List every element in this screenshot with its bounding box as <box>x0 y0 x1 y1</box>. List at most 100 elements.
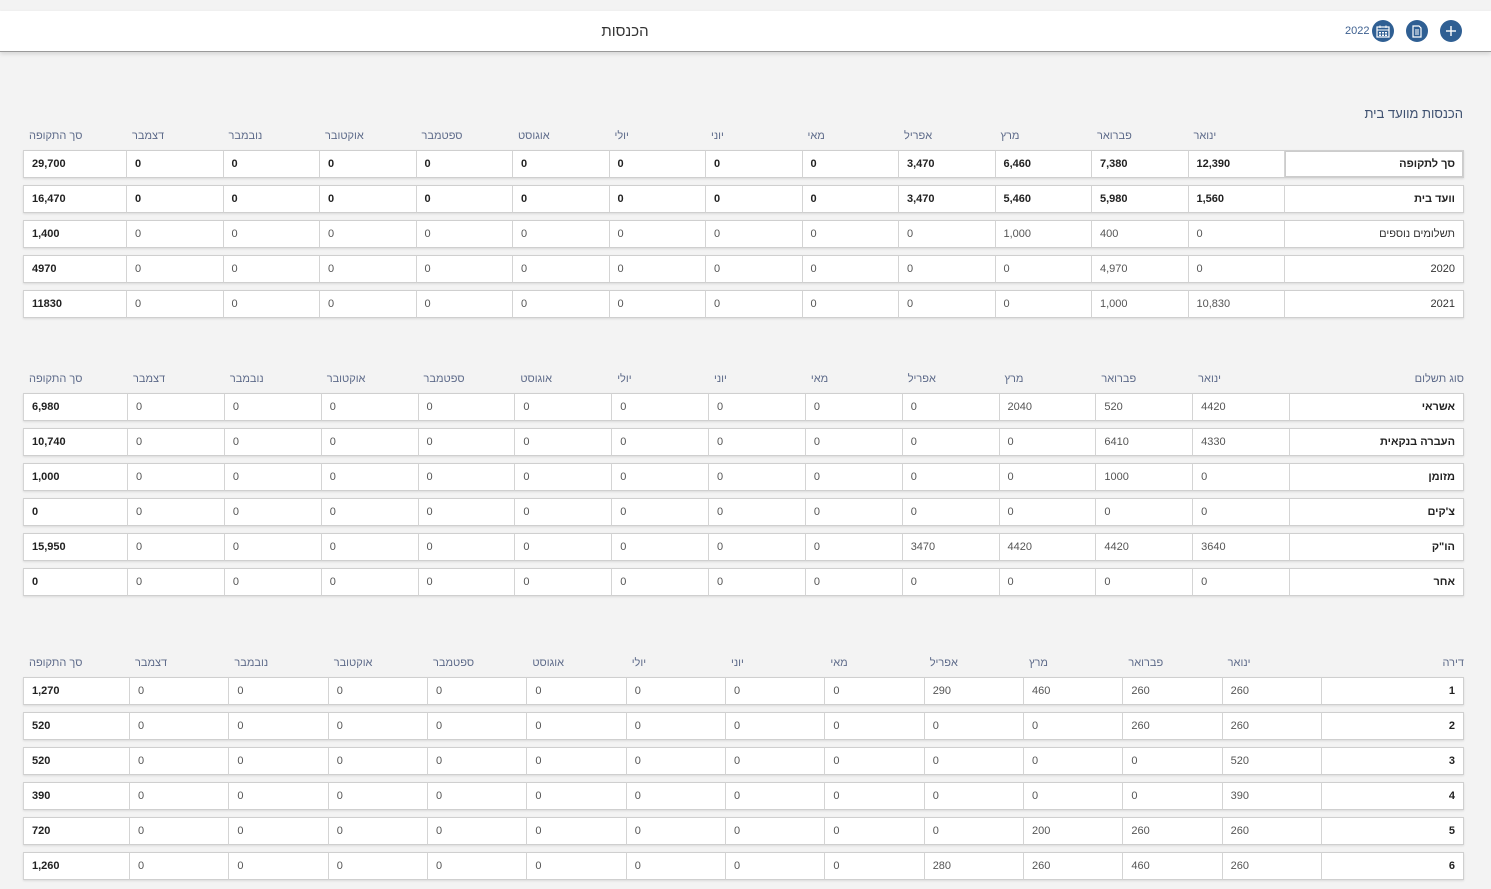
calendar-icon[interactable] <box>1372 20 1394 42</box>
month-value-cell: 0 <box>901 463 999 491</box>
month-value-cell: 0 <box>512 185 609 213</box>
column-header-month: דצמבר <box>133 373 166 385</box>
row-label: צ'קים <box>1289 498 1464 526</box>
column-header-month: פברואר <box>1097 130 1132 142</box>
document-icon[interactable] <box>1406 20 1428 42</box>
month-value-cell: 0 <box>228 747 328 775</box>
month-value-cell: 1,560 <box>1187 185 1284 213</box>
month-value-cell: 0 <box>901 568 999 596</box>
column-header-total: סך התקופה <box>29 373 83 385</box>
month-value-cell: 400 <box>1091 220 1188 248</box>
month-value-cell: 5,980 <box>1091 185 1188 213</box>
month-value-cell: 0 <box>526 782 626 810</box>
period-total-cell: 4970 <box>23 255 126 283</box>
table-row: סך לתקופה 12,390 7,380 6,460 3,470 0 0 0 0 0 0 0 0 29… <box>23 150 1464 178</box>
month-value-cell: 1000 <box>1095 463 1193 491</box>
month-value-cell: 0 <box>526 852 626 880</box>
column-header-month: יוני <box>714 373 727 385</box>
month-value-cell: 0 <box>415 255 512 283</box>
month-value-cell: 520 <box>1221 747 1321 775</box>
month-value-cell: 0 <box>129 852 229 880</box>
period-total-cell: 10,740 <box>23 428 127 456</box>
month-value-cell: 0 <box>801 220 898 248</box>
column-header-month: אוקטובר <box>325 130 364 142</box>
plus-icon[interactable] <box>1440 20 1462 42</box>
month-value-cell: 4420 <box>998 533 1096 561</box>
month-value-cell: 260 <box>1023 852 1123 880</box>
month-value-cell: 0 <box>126 220 223 248</box>
month-value-cell: 0 <box>725 852 825 880</box>
month-value-cell: 0 <box>327 712 428 740</box>
column-header-month: פברואר <box>1101 373 1137 385</box>
column-header-month: אוגוסט <box>518 130 550 142</box>
column-header-month: ספטמבר <box>433 657 475 669</box>
month-value-cell: 0 <box>222 150 319 178</box>
payment-type-table: סוג תשלום ינואר פברואר מרץ אפריל מאי יוני יולי א… <box>23 365 1464 603</box>
month-value-cell: 0 <box>804 533 902 561</box>
table-row: 6 260 460 260 280 0 0 0 0 0 0 0 0 1,260 <box>23 852 1464 880</box>
column-header-month: מרץ <box>1029 657 1048 669</box>
month-value-cell: 0 <box>320 568 418 596</box>
month-value-cell: 390 <box>1221 782 1321 810</box>
table-row: צ'קים 0 0 0 0 0 0 0 0 0 0 0 0 0 <box>23 498 1464 526</box>
month-value-cell: 0 <box>327 747 428 775</box>
month-value-cell: 0 <box>608 220 705 248</box>
month-value-cell: 0 <box>705 290 802 318</box>
row-label: אשראי <box>1289 393 1464 421</box>
month-value-cell: 0 <box>319 290 416 318</box>
month-value-cell: 0 <box>998 568 1096 596</box>
month-value-cell: 2040 <box>998 393 1096 421</box>
month-value-cell: 290 <box>923 677 1024 705</box>
month-value-cell: 0 <box>824 747 924 775</box>
month-value-cell: 0 <box>611 533 709 561</box>
month-value-cell: 0 <box>998 428 1096 456</box>
month-value-cell: 0 <box>319 220 416 248</box>
period-total-cell: 1,270 <box>23 677 129 705</box>
month-value-cell: 0 <box>824 852 924 880</box>
month-value-cell: 460 <box>1122 852 1222 880</box>
month-value-cell: 5,460 <box>994 185 1091 213</box>
period-total-cell: 1,400 <box>23 220 126 248</box>
column-header-month: אפריל <box>904 130 933 142</box>
month-value-cell: 0 <box>222 255 319 283</box>
month-value-cell: 0 <box>427 677 527 705</box>
month-value-cell: 0 <box>1023 782 1123 810</box>
month-value-cell: 0 <box>1187 255 1284 283</box>
month-value-cell: 0 <box>526 817 626 845</box>
month-value-cell: 0 <box>129 817 229 845</box>
month-value-cell: 0 <box>126 150 223 178</box>
month-value-cell: 0 <box>514 533 612 561</box>
column-header-month: אוקטובר <box>326 373 366 385</box>
column-header-month: מאי <box>830 657 848 669</box>
column-header-month: ינואר <box>1227 657 1251 669</box>
row-label: 6 <box>1321 852 1464 880</box>
month-value-cell: 0 <box>415 150 512 178</box>
month-value-cell: 0 <box>320 428 418 456</box>
column-header-month: פברואר <box>1128 657 1164 669</box>
column-header-month: ספטמבר <box>421 130 463 142</box>
month-value-cell: 0 <box>608 185 705 213</box>
month-value-cell: 0 <box>611 393 709 421</box>
period-total-cell: 1,000 <box>23 463 127 491</box>
month-value-cell: 0 <box>514 463 612 491</box>
month-value-cell: 0 <box>327 677 428 705</box>
month-value-cell: 0 <box>608 255 705 283</box>
month-value-cell: 0 <box>708 533 805 561</box>
month-value-cell: 0 <box>127 428 224 456</box>
month-value-cell: 0 <box>319 150 416 178</box>
year-selector[interactable]: 2022 <box>1345 25 1370 37</box>
column-header-month: אוגוסט <box>520 373 553 385</box>
month-value-cell: 0 <box>512 290 609 318</box>
column-header-month: נובמבר <box>229 373 264 385</box>
month-value-cell: 0 <box>223 428 321 456</box>
column-header-month: דצמבר <box>132 130 165 142</box>
month-value-cell: 0 <box>611 568 709 596</box>
column-header-month: אפריל <box>929 657 958 669</box>
month-value-cell: 0 <box>228 782 328 810</box>
table-row: אחר 0 0 0 0 0 0 0 0 0 0 0 0 0 <box>23 568 1464 596</box>
month-value-cell: 260 <box>1221 712 1321 740</box>
month-value-cell: 0 <box>222 220 319 248</box>
month-value-cell: 0 <box>611 498 709 526</box>
month-value-cell: 0 <box>625 747 726 775</box>
month-value-cell: 0 <box>526 677 626 705</box>
